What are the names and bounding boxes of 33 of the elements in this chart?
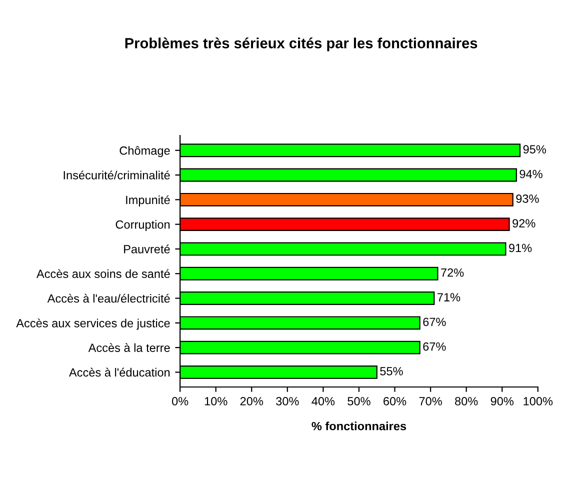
y-tick-label: Corruption [116,220,170,232]
data-label: 67% [423,342,446,351]
y-tick-label: Accès aux services de justice [16,318,170,330]
x-tick-label: 0% [172,397,188,406]
x-tick-label: 70% [419,397,442,406]
x-tick-label: 20% [240,397,264,406]
data-label: 71% [438,293,460,302]
y-tick-label: Accès aux soins de santé [36,269,170,278]
x-tick-label: 50% [348,397,370,406]
data-label: 67% [423,318,446,326]
x-tick-label: 80% [455,397,478,406]
data-label: 55% [380,367,403,376]
y-tick-label: Accès à la terre [88,343,170,352]
chart-title: Problèmes très sérieux cités par les fonctionnaires [125,38,478,52]
x-tick-label: 100% [524,397,553,406]
x-tick-label: 30% [276,397,299,406]
y-tick-label: Insécurité/criminalité [64,170,170,180]
data-label: 94% [520,170,542,178]
data-label: 93% [516,194,539,203]
data-label: 95% [523,145,546,154]
y-tick-label: Impunité [126,195,170,206]
x-axis-title: % fonctionnaires [312,422,406,430]
y-tick-label: Pauvreté [124,244,170,254]
x-tick-label: 10% [204,397,228,406]
x-tick-label: 90% [490,397,514,406]
data-label: 92% [512,219,536,228]
y-tick-label: Accès à l'eau/électricité [47,294,170,303]
data-label: 72% [441,268,464,277]
x-tick-label: 60% [384,397,406,406]
x-tick-label: 40% [312,397,335,406]
y-tick-label: Accès à l'éducation [69,368,170,377]
y-tick-label: Chômage [120,146,170,158]
data-label: 91% [509,244,532,252]
